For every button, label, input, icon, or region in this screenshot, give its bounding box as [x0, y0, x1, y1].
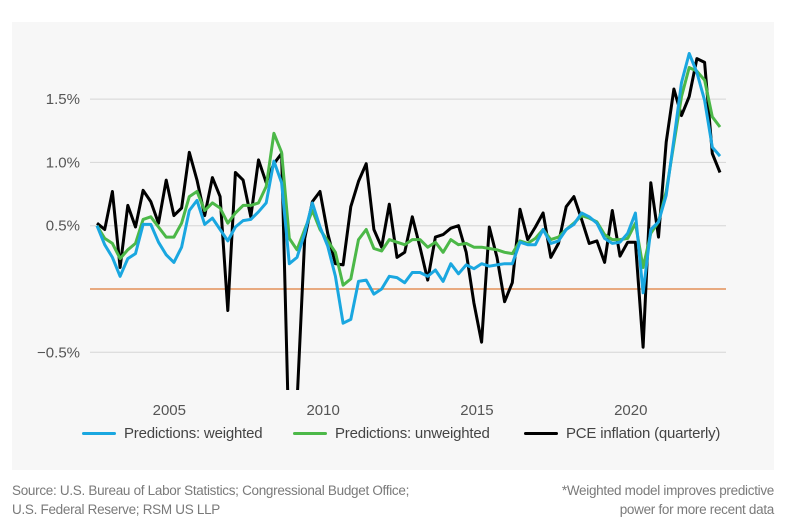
legend-swatch	[524, 432, 558, 435]
y-tick-label: 0.5%	[46, 218, 80, 235]
footnote-line: power for more recent data	[619, 502, 775, 517]
source-line: Source: U.S. Bureau of Labor Statistics;…	[12, 483, 410, 498]
footnote-line: *Weighted model improves predictive	[561, 483, 774, 498]
x-axis-ticks: 2005 2010 2015 2020	[153, 402, 648, 419]
legend-label: Predictions: unweighted	[335, 425, 490, 442]
y-tick-label: −0.5%	[37, 344, 80, 361]
legend-swatch	[82, 432, 116, 435]
legend-item-weighted: Predictions: weighted	[82, 425, 263, 442]
x-tick-label: 2010	[306, 402, 339, 419]
legend-label: PCE inflation (quarterly)	[566, 425, 721, 442]
legend-swatch	[293, 432, 327, 435]
source-line: U.S. Federal Reserve; RSM US LLP	[12, 502, 220, 517]
series-line-2	[96, 57, 722, 390]
legend-item-pce: PCE inflation (quarterly)	[524, 425, 720, 442]
gridlines	[90, 98, 726, 353]
legend-item-unweighted: Predictions: unweighted	[293, 425, 490, 442]
series-line-0	[95, 52, 722, 325]
series-line-1	[95, 66, 722, 287]
legend-label: Predictions: weighted	[124, 425, 263, 442]
series-lines	[95, 52, 722, 390]
source-note: Source: U.S. Bureau of Labor Statistics;…	[12, 481, 409, 519]
x-tick-label: 2005	[153, 402, 186, 419]
x-tick-label: 2020	[614, 402, 647, 419]
x-tick-label: 2015	[460, 402, 493, 419]
y-tick-label: 1.0%	[46, 154, 80, 171]
y-tick-label: 1.5%	[46, 91, 80, 108]
y-axis-ticks: 1.5% 1.0% 0.5% −0.5%	[37, 91, 80, 361]
footnote: *Weighted model improves predictive powe…	[562, 481, 774, 519]
